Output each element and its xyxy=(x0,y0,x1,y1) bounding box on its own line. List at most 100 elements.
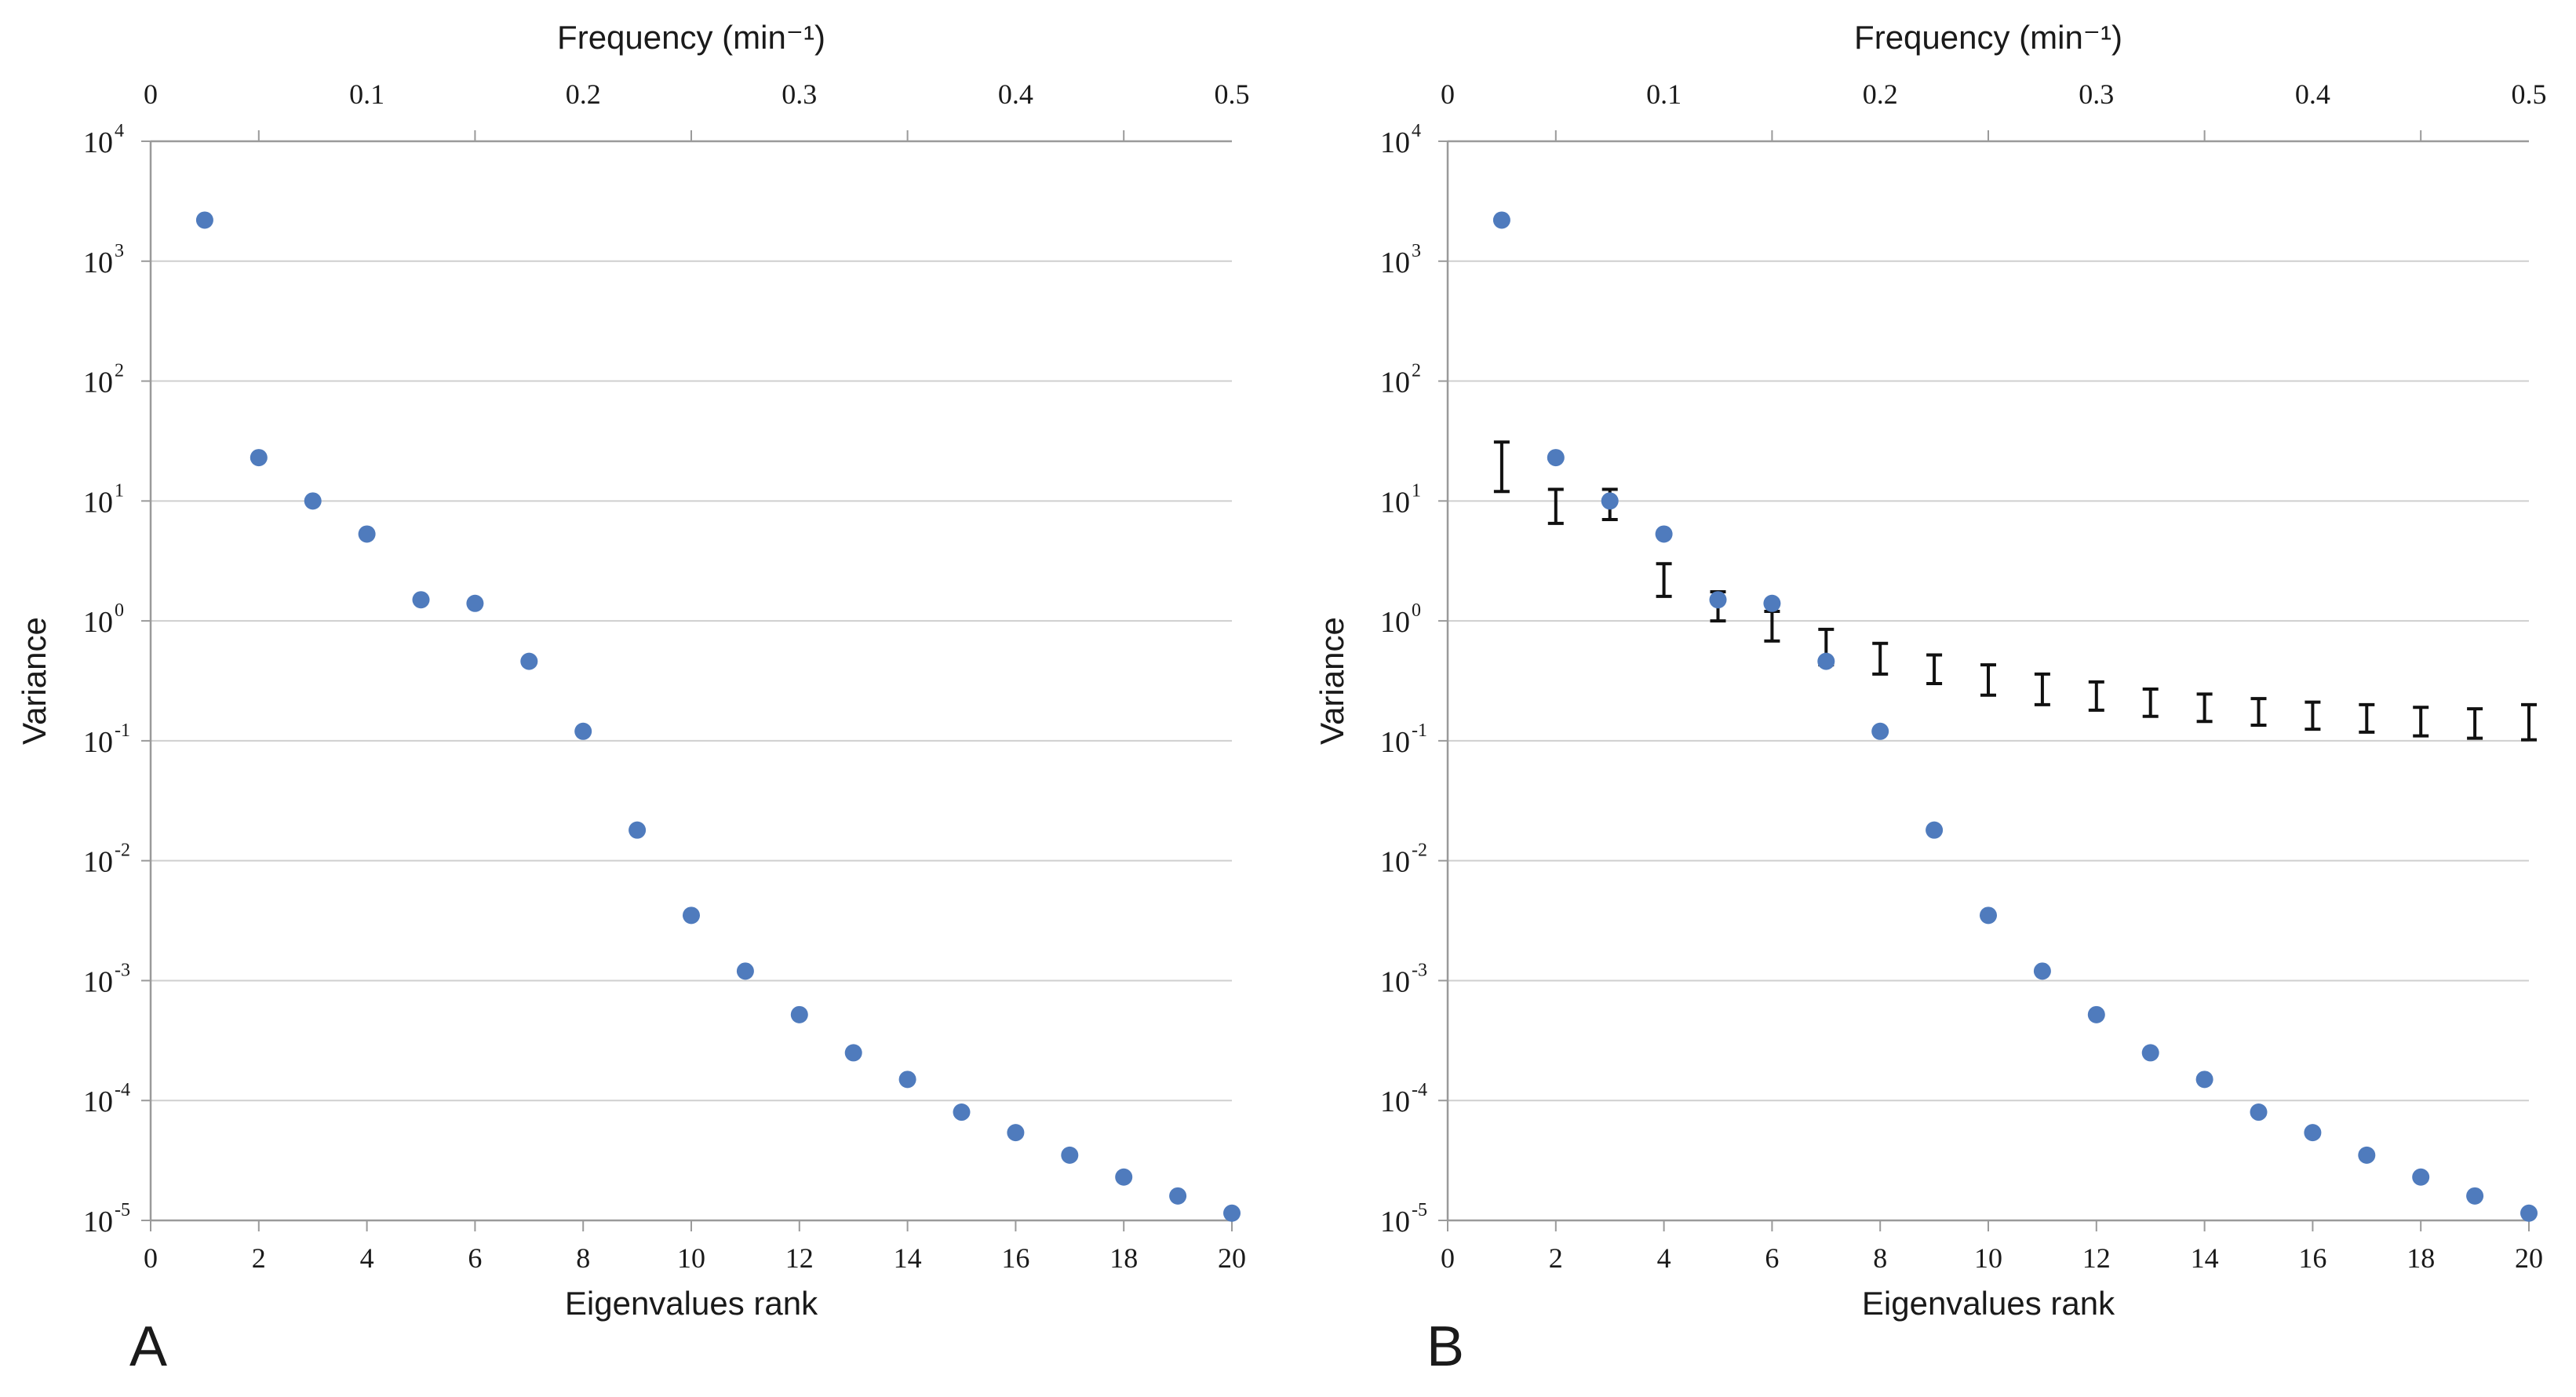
x-tick-label: 0 xyxy=(144,1242,158,1274)
y-tick-label: 10 xyxy=(83,726,113,759)
top-tick-label: 0.2 xyxy=(566,78,601,110)
y-tick-label: 10 xyxy=(83,486,113,519)
error-bar xyxy=(2521,702,2537,742)
y-tick-exponent: -5 xyxy=(1412,1200,1427,1220)
y-tick-exponent: 3 xyxy=(115,241,124,261)
y-axis-title: Variance xyxy=(1314,617,1350,745)
data-point xyxy=(2466,1187,2484,1205)
top-axis-title: Frequency (min⁻¹) xyxy=(557,19,825,56)
data-point xyxy=(1547,449,1565,467)
y-tick-label: 10 xyxy=(83,965,113,998)
x-tick-label: 8 xyxy=(1873,1242,1887,1274)
x-tick-label: 10 xyxy=(677,1242,705,1274)
panel-label: A xyxy=(129,1315,167,1378)
panel-label: B xyxy=(1426,1315,1464,1378)
data-point xyxy=(1223,1204,1241,1222)
error-bar xyxy=(1764,610,1780,643)
error-bar xyxy=(2467,707,2483,740)
y-tick-label: 10 xyxy=(1380,246,1410,279)
x-tick-label: 12 xyxy=(785,1242,814,1274)
y-tick-exponent: -1 xyxy=(1412,720,1427,741)
data-point xyxy=(790,1005,808,1023)
data-point xyxy=(2304,1124,2322,1142)
y-tick-label: 10 xyxy=(1380,965,1410,998)
x-tick-label: 20 xyxy=(1218,1242,1246,1274)
data-point xyxy=(1492,211,1510,229)
y-tick-exponent: -2 xyxy=(1412,841,1427,861)
y-tick-label: 10 xyxy=(83,846,113,879)
y-tick-label: 10 xyxy=(1380,126,1410,159)
error-bar xyxy=(2196,692,2213,724)
data-point xyxy=(683,906,700,925)
y-tick-exponent: -4 xyxy=(1412,1080,1427,1100)
y-tick-label: 10 xyxy=(1380,486,1410,519)
y-tick-exponent: -5 xyxy=(115,1200,130,1220)
data-point xyxy=(2250,1103,2268,1122)
y-tick-exponent: -3 xyxy=(115,960,130,980)
x-tick-label: 6 xyxy=(1765,1242,1779,1274)
top-tick-label: 0.4 xyxy=(998,78,1033,110)
x-tick-label: 4 xyxy=(360,1242,374,1274)
error-bar xyxy=(1547,487,1564,525)
x-tick-label: 18 xyxy=(2407,1242,2435,1274)
y-tick-label: 10 xyxy=(83,367,113,399)
top-tick-label: 0.3 xyxy=(2079,78,2114,110)
data-point xyxy=(1061,1146,1079,1164)
y-tick-exponent: -2 xyxy=(115,841,130,861)
x-tick-label: 12 xyxy=(2082,1242,2111,1274)
x-axis-title: Eigenvalues rank xyxy=(1862,1285,2115,1322)
y-tick-label: 10 xyxy=(1380,1085,1410,1118)
x-tick-label: 16 xyxy=(2298,1242,2326,1274)
error-bar xyxy=(1926,653,1943,685)
x-tick-label: 2 xyxy=(1549,1242,1563,1274)
data-point xyxy=(1115,1168,1133,1186)
x-tick-label: 8 xyxy=(576,1242,590,1274)
x-tick-label: 20 xyxy=(2515,1242,2543,1274)
y-tick-label: 10 xyxy=(83,606,113,639)
x-tick-label: 14 xyxy=(2191,1242,2219,1274)
y-tick-label: 10 xyxy=(1380,726,1410,759)
data-point xyxy=(2358,1146,2376,1164)
x-tick-label: 18 xyxy=(1109,1242,1138,1274)
data-point xyxy=(358,525,376,543)
y-tick-label: 10 xyxy=(83,1085,113,1118)
y-tick-label: 10 xyxy=(83,126,113,159)
error-bar xyxy=(2250,697,2267,727)
y-tick-exponent: 1 xyxy=(115,480,124,501)
y-tick-exponent: 2 xyxy=(1412,361,1421,381)
error-bar xyxy=(2034,672,2050,706)
data-point xyxy=(412,591,430,609)
error-bar xyxy=(1493,440,1510,494)
error-bar xyxy=(2305,700,2321,731)
data-point xyxy=(1601,492,1619,510)
data-point xyxy=(1926,821,1944,839)
x-tick-label: 16 xyxy=(1001,1242,1029,1274)
data-point xyxy=(195,211,213,229)
panel-a: 0 2 4 6 8 10 12 14 16 18 200 0.1 0.2 0.3 0.4 0.510 -510-… xyxy=(16,19,1250,1378)
y-tick-exponent: -4 xyxy=(115,1080,130,1100)
error-bar xyxy=(1656,562,1672,598)
y-tick-label: 10 xyxy=(1380,1206,1410,1238)
panel-b: 0 2 4 6 8 10 12 14 16 18 200 0.1 0.2 0.3 0.4 0.510 -510-… xyxy=(1314,19,2547,1378)
top-tick-label: 0.1 xyxy=(1646,78,1682,110)
data-point xyxy=(250,449,268,467)
data-point xyxy=(2195,1071,2213,1089)
data-point xyxy=(2141,1044,2159,1062)
y-tick-label: 10 xyxy=(83,1206,113,1238)
top-tick-label: 0.5 xyxy=(2512,78,2547,110)
data-point xyxy=(2412,1168,2430,1186)
error-bar xyxy=(2359,702,2375,734)
y-tick-exponent: 2 xyxy=(115,361,124,381)
error-bar xyxy=(1980,663,1996,697)
data-point xyxy=(466,594,484,612)
x-tick-label: 6 xyxy=(468,1242,482,1274)
data-point xyxy=(2520,1204,2538,1222)
y-tick-label: 10 xyxy=(1380,367,1410,399)
top-tick-label: 0 xyxy=(1441,78,1455,110)
x-axis-title: Eigenvalues rank xyxy=(565,1285,818,1322)
error-bar xyxy=(2413,706,2429,738)
top-tick-label: 0 xyxy=(144,78,158,110)
data-point xyxy=(1709,591,1727,609)
data-point xyxy=(574,722,592,740)
